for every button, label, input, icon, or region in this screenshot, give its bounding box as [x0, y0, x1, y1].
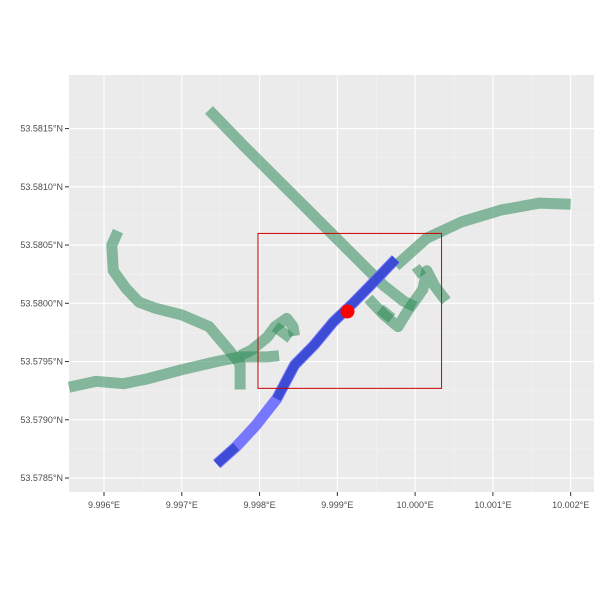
y-tick-label: 53.5815°N [20, 124, 63, 134]
x-tick-label: 10.000°E [397, 500, 434, 510]
route-tail-line [213, 443, 240, 468]
axis-ticks: 9.996°E 9.997°E 9.998°E 9.999°E 10.000°E 10.0… [20, 124, 589, 510]
panel-background [69, 75, 594, 492]
y-tick-label: 53.5790°N [20, 415, 63, 425]
y-tick-label: 53.5805°N [20, 240, 63, 250]
x-tick-label: 9.999°E [321, 500, 353, 510]
x-tick-label: 10.001°E [474, 500, 511, 510]
bbox-rectangle [257, 232, 443, 389]
y-tick-label: 53.5810°N [20, 182, 63, 192]
location-marker [340, 304, 355, 319]
x-tick-label: 9.998°E [243, 500, 275, 510]
network-segment [271, 322, 294, 343]
position-marker [340, 304, 355, 319]
grid-lines [69, 75, 594, 492]
bounding-box [257, 232, 443, 389]
road-network [67, 106, 571, 393]
network-segment [376, 304, 396, 323]
route-path [213, 255, 400, 469]
network-segment [392, 197, 571, 271]
route-inner-line [272, 255, 399, 401]
y-tick-label: 53.5785°N [20, 473, 63, 483]
x-tick-label: 9.997°E [166, 500, 198, 510]
x-tick-label: 10.002°E [552, 500, 589, 510]
y-tick-label: 53.5800°N [20, 298, 63, 308]
x-tick-label: 9.996°E [88, 500, 120, 510]
network-segment [205, 106, 418, 312]
y-tick-label: 53.5795°N [20, 357, 63, 367]
network-segment [411, 263, 427, 279]
